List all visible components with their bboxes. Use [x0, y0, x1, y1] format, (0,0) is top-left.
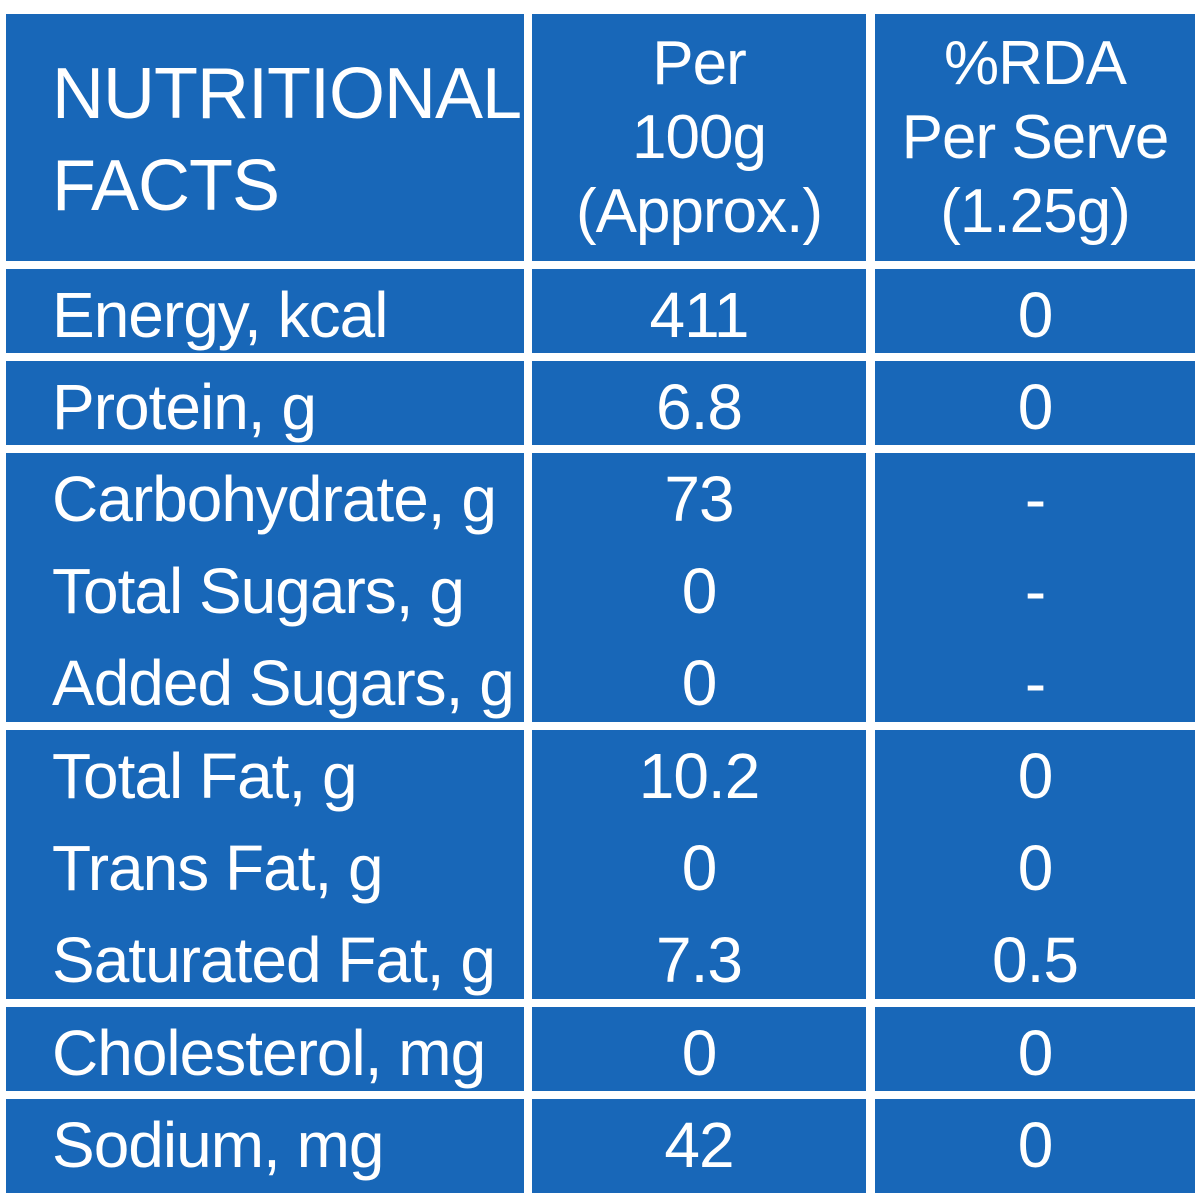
nutrient-name: Saturated Fat, g [52, 924, 496, 996]
nutrient-name: Cholesterol, mg [52, 1017, 486, 1089]
table-group-4-rda-value-cell: 0 0 0.5 [875, 730, 1195, 999]
nutrient-name: Trans Fat, g [52, 832, 384, 904]
rda-value: 0 [1017, 279, 1054, 351]
table-group-1-per-100g-value-cell: 411 [532, 269, 866, 353]
rda-value: - [1024, 647, 1046, 719]
nutrient-name: Protein, g [52, 371, 317, 443]
per-100g-value: 73 [664, 463, 734, 535]
per-100g-value: 0 [681, 1017, 718, 1089]
per-100g-value: 10.2 [638, 740, 761, 812]
column-header-rda: %RDA Per Serve (1.25g) [875, 14, 1195, 261]
nutrient-name: Energy, kcal [52, 279, 388, 351]
table-group-3-rda-value-cell: - - - [875, 453, 1195, 722]
per-100g-value: 42 [664, 1109, 734, 1181]
table-title: NUTRITIONAL FACTS [52, 54, 522, 226]
table-group-5-per-100g-value-cell: 0 [532, 1007, 866, 1091]
rda-value: 0 [1017, 1109, 1054, 1181]
per-100g-value: 0 [681, 555, 718, 627]
table-group-4-nutrient-name-cell: Total Fat, g Trans Fat, g Saturated Fat, g [6, 730, 524, 999]
table-group-5-rda-value-cell: 0 [875, 1007, 1195, 1091]
table-group-3-nutrient-name-cell: Carbohydrate, g Total Sugars, g Added Suga… [6, 453, 524, 722]
table-group-3-per-100g-value-cell: 73 0 0 [532, 453, 866, 722]
per-100g-value: 411 [649, 279, 749, 351]
rda-value: 0 [1017, 371, 1054, 443]
table-group-1-nutrient-name-cell: Energy, kcal [6, 269, 524, 353]
per-100g-value: 6.8 [656, 371, 743, 443]
per-100g-value: 7.3 [656, 924, 743, 996]
nutrient-name: Total Sugars, g [52, 555, 465, 627]
table-group-6-nutrient-name-cell: Sodium, mg [6, 1099, 524, 1193]
rda-value: 0 [1017, 1017, 1054, 1089]
table-group-2-nutrient-name-cell: Protein, g [6, 361, 524, 445]
nutrient-name: Total Fat, g [52, 740, 358, 812]
rda-value: 0.5 [992, 924, 1079, 996]
per-100g-value: 0 [681, 832, 718, 904]
rda-value: 0 [1017, 832, 1054, 904]
per-100g-value: 0 [681, 647, 718, 719]
rda-value: 0 [1017, 740, 1054, 812]
rda-value: - [1024, 555, 1046, 627]
table-group-6-per-100g-value-cell: 42 [532, 1099, 866, 1193]
column-header-per-100g: Per 100g (Approx.) [532, 14, 866, 261]
table-group-4-per-100g-value-cell: 10.2 0 7.3 [532, 730, 866, 999]
table-group-2-rda-value-cell: 0 [875, 361, 1195, 445]
table-group-6-rda-value-cell: 0 [875, 1099, 1195, 1193]
nutrient-name: Added Sugars, g [52, 647, 515, 719]
table-group-5-nutrient-name-cell: Cholesterol, mg [6, 1007, 524, 1091]
table-group-2-per-100g-value-cell: 6.8 [532, 361, 866, 445]
table-group-1-rda-value-cell: 0 [875, 269, 1195, 353]
nutrient-name: Sodium, mg [52, 1109, 384, 1181]
nutrient-name: Carbohydrate, g [52, 463, 497, 535]
table-header-title-cell: NUTRITIONAL FACTS [6, 14, 524, 261]
rda-value: - [1024, 463, 1046, 535]
